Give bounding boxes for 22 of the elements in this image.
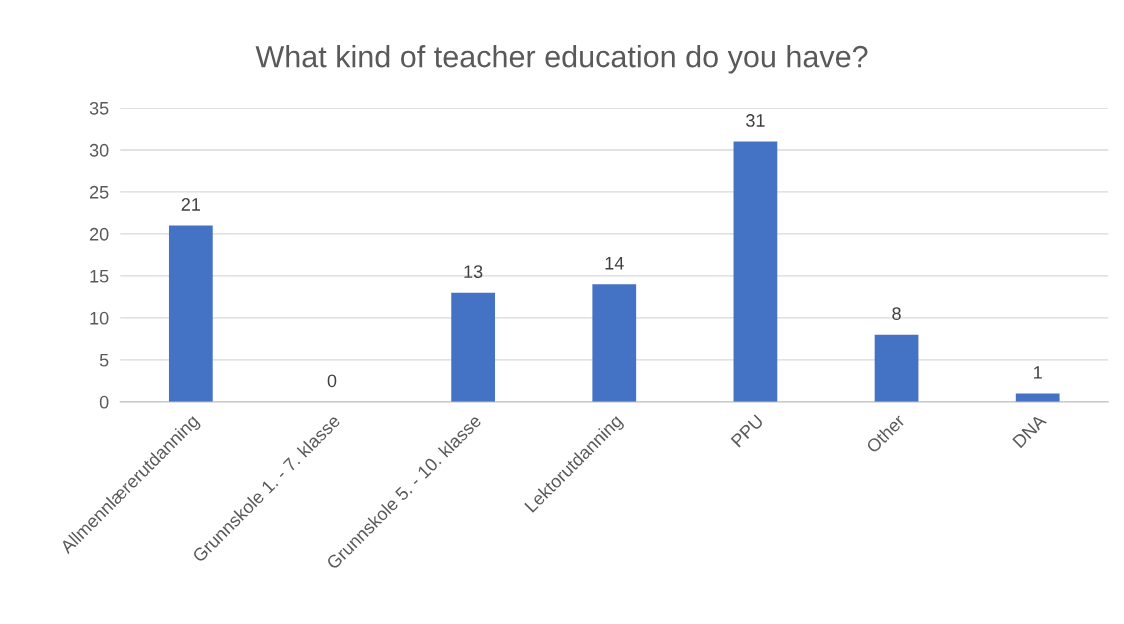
data-label: 31 (746, 114, 765, 127)
bar (592, 284, 637, 402)
bar (733, 141, 778, 402)
y-tick-label: 20 (89, 227, 109, 241)
y-tick-label: 5 (99, 353, 109, 367)
data-label: 14 (605, 257, 624, 270)
y-tick-label: 25 (89, 185, 109, 199)
y-tick-label: 15 (90, 270, 109, 283)
chart-title: What kind of teacher education do you have? (255, 45, 868, 74)
data-label: 13 (464, 265, 483, 279)
data-label: 8 (892, 307, 901, 320)
bar (451, 292, 495, 402)
data-label: 0 (327, 374, 337, 388)
y-tick-label: 0 (99, 395, 109, 409)
data-label: 1 (1034, 366, 1042, 379)
y-tick-label: 35 (89, 101, 109, 115)
data-label: 21 (181, 198, 200, 211)
bar (874, 334, 919, 402)
bar (1015, 393, 1060, 402)
y-tick-label: 30 (89, 143, 109, 157)
y-tick-label: 10 (90, 311, 109, 325)
bar (168, 225, 213, 402)
